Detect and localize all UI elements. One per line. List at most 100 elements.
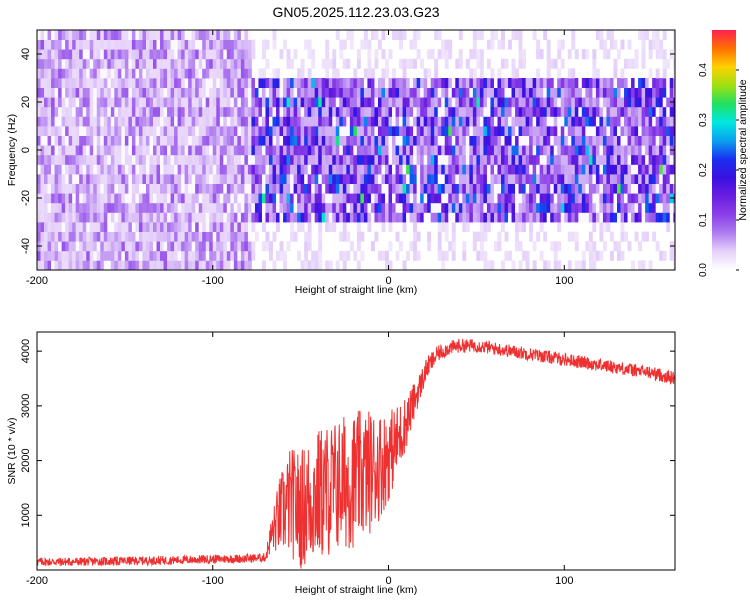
spectrogram-cell <box>195 222 200 232</box>
spectrogram-cell <box>114 154 119 165</box>
spectrogram-cell <box>149 78 154 88</box>
spectrogram-cell <box>297 116 302 127</box>
spectrogram-cell <box>360 202 365 213</box>
spectrogram-cell <box>602 212 607 223</box>
spectrogram-cell <box>65 116 70 127</box>
spectrogram-cell <box>624 202 628 213</box>
spectrogram-cell <box>233 183 238 194</box>
spectrogram-cell <box>121 87 126 98</box>
spectrogram-cell <box>420 154 425 165</box>
spectrogram-cell <box>571 164 576 175</box>
spectrogram-cell <box>673 135 675 146</box>
spectrogram-cell <box>574 78 579 88</box>
spectrogram-cell <box>202 135 207 146</box>
spectrogram-cell <box>233 164 238 175</box>
spectrogram-cell <box>413 212 418 223</box>
spectrogram-cell <box>578 87 583 98</box>
spectrogram-cell <box>138 58 143 69</box>
spectrogram-cell <box>279 135 284 146</box>
spectrogram-cell <box>304 193 309 204</box>
spectrogram-cell <box>160 183 164 194</box>
spectrogram-cell <box>557 116 562 127</box>
spectrogram-cell <box>564 116 569 127</box>
spectrogram-cell <box>592 106 597 117</box>
spectrogram-cell <box>86 126 91 136</box>
spectrogram-cell <box>160 154 164 165</box>
spectrogram-cell <box>240 145 245 156</box>
spectrogram-cell <box>216 212 221 223</box>
spectrogram-cell <box>634 97 639 108</box>
spectrogram-cell <box>103 154 108 165</box>
spectrogram-cell <box>226 174 231 184</box>
spectrogram-cell <box>160 222 164 232</box>
spectrogram-cell <box>279 116 284 127</box>
spectrogram-cell <box>353 97 358 108</box>
spectrogram-cell <box>353 183 358 194</box>
spectrogram-cell <box>472 241 477 252</box>
spectrogram-cell <box>265 145 270 156</box>
spectrogram-cell <box>219 106 224 117</box>
spectrogram-cell <box>209 202 214 213</box>
spectrogram-cell <box>560 202 565 213</box>
spectrogram-cell <box>142 49 147 60</box>
spectrogram-cell <box>325 58 330 69</box>
spectrogram-cell <box>68 39 73 50</box>
spectrogram-cell <box>332 68 337 79</box>
spectrogram-cell <box>448 183 453 194</box>
spectrogram-cell <box>170 78 175 88</box>
spectrogram-cell <box>230 202 235 213</box>
spectrogram-cell <box>82 174 87 184</box>
spectrogram-cell <box>581 145 586 156</box>
spectrogram-cell <box>230 250 235 261</box>
spectrogram-cell <box>581 250 586 261</box>
spectrogram-cell <box>613 164 618 175</box>
y-tick-label: 40 <box>20 48 32 60</box>
spectrogram-cell <box>567 126 572 136</box>
spectrogram-cell <box>142 126 147 136</box>
spectrogram-cell <box>131 78 136 88</box>
spectrogram-cell <box>103 30 108 40</box>
spectrogram-cell <box>388 202 393 213</box>
spectrogram-cell <box>230 78 235 88</box>
spectrogram-cell <box>160 58 164 69</box>
spectrogram-cell <box>476 154 481 165</box>
spectrogram-cell <box>58 222 63 232</box>
spectrogram-cell <box>655 135 660 146</box>
spectrogram-cell <box>93 78 98 88</box>
spectrogram-cell <box>237 106 242 117</box>
spectrogram-cell <box>131 135 136 146</box>
spectrogram-cell <box>314 145 319 156</box>
spectrogram-cell <box>462 78 467 88</box>
spectrogram-cell <box>44 183 48 194</box>
spectrogram-cell <box>233 145 238 156</box>
spectrogram-cell <box>356 212 361 223</box>
spectrogram-cell <box>117 164 122 175</box>
spectrogram-cell <box>402 164 407 175</box>
spectrogram-cell <box>385 193 389 204</box>
spectrogram-cell <box>153 87 157 98</box>
spectrogram-cell <box>395 106 400 117</box>
spectrogram-cell <box>627 87 632 98</box>
spectrogram-cell <box>54 145 59 156</box>
spectrogram-cell <box>638 116 643 127</box>
spectrogram-cell <box>54 193 59 204</box>
spectrogram-cell <box>177 106 182 117</box>
spectrogram-cell <box>346 30 351 40</box>
spectrogram-cell <box>93 30 98 40</box>
spectrogram-cell <box>659 202 664 213</box>
spectrogram-cell <box>399 202 403 213</box>
spectrogram-cell <box>483 116 488 127</box>
spectrogram-cell <box>606 97 611 108</box>
spectrogram-cell <box>602 154 607 165</box>
spectrogram-cell <box>124 193 129 204</box>
spectrogram-cell <box>560 126 565 136</box>
spectrogram-cell <box>377 250 382 261</box>
spectrogram-cell <box>226 183 231 194</box>
spectrogram-cell <box>497 106 502 117</box>
spectrogram-cell <box>448 97 453 108</box>
spectrogram-cell <box>574 145 579 156</box>
spectrogram-cell <box>177 58 182 69</box>
spectrogram-cell <box>290 174 295 184</box>
spectrogram-cell <box>167 193 171 204</box>
